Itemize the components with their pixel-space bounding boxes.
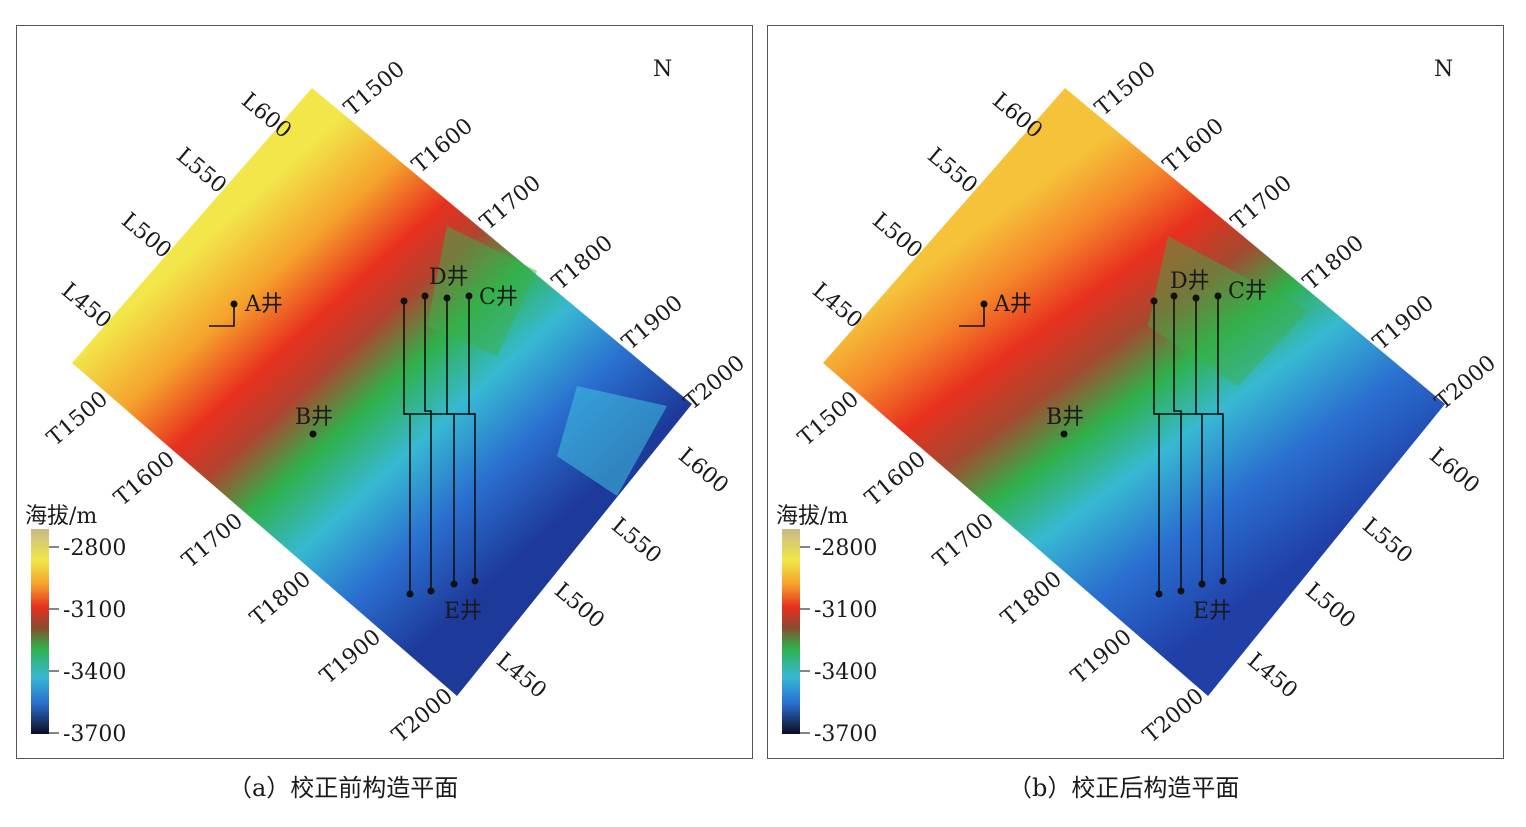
survey-label: T1500 bbox=[340, 57, 410, 122]
well-label-d: D井 bbox=[429, 265, 469, 290]
well-label-a: A井 bbox=[244, 292, 283, 317]
legend-label: -2800 bbox=[814, 536, 877, 561]
survey-label: L550 bbox=[922, 143, 981, 199]
survey-label: T1800 bbox=[548, 231, 618, 296]
well-label-a: A井 bbox=[993, 292, 1032, 317]
well-markers bbox=[230, 292, 479, 598]
well-label-b: B井 bbox=[1046, 405, 1084, 430]
legend-labels: -2800 -3100 -3400 -3700 bbox=[814, 536, 877, 747]
well-label-c: C井 bbox=[1228, 279, 1267, 304]
survey-label: T1800 bbox=[997, 567, 1067, 632]
north-label: N bbox=[1434, 57, 1453, 82]
survey-label: L450 bbox=[491, 648, 550, 704]
survey-label: L450 bbox=[1242, 648, 1301, 704]
legend-label: -3700 bbox=[814, 722, 877, 747]
legend-color-bar bbox=[31, 529, 49, 734]
legend-ticks bbox=[800, 546, 810, 734]
survey-label: T1500 bbox=[43, 387, 113, 452]
survey-label: T1500 bbox=[794, 387, 864, 452]
survey-label: L500 bbox=[1300, 578, 1359, 634]
legend-labels: -2800 -3100 -3400 -3700 bbox=[63, 536, 126, 747]
survey-label: T2000 bbox=[1139, 684, 1209, 749]
well-labels: A井 B井 C井 D井 E井 bbox=[244, 265, 518, 624]
well-labels: A井 B井 C井 D井 E井 bbox=[993, 269, 1267, 624]
caption-a: （a）校正前构造平面 bbox=[228, 774, 459, 802]
well-markers bbox=[980, 292, 1227, 598]
survey-label: T1900 bbox=[1369, 291, 1439, 356]
survey-label: T1600 bbox=[1159, 114, 1229, 179]
survey-label: T1800 bbox=[1299, 231, 1369, 296]
survey-label: L600 bbox=[1424, 443, 1483, 499]
elevation-surface bbox=[72, 88, 692, 696]
survey-label: T1500 bbox=[1091, 57, 1161, 122]
north-label: N bbox=[653, 57, 672, 82]
well-label-d: D井 bbox=[1170, 269, 1210, 294]
legend-title: 海拔/m bbox=[25, 504, 97, 529]
survey-label: T2000 bbox=[388, 684, 458, 749]
legend-label: -3100 bbox=[814, 598, 877, 623]
survey-label: T1600 bbox=[408, 114, 478, 179]
cyan-patch bbox=[557, 386, 667, 496]
panel-a: N L600 L550 L500 L450 T1500 T1600 T1700 … bbox=[16, 25, 753, 759]
survey-label: T1800 bbox=[246, 567, 316, 632]
legend-ticks bbox=[49, 546, 59, 734]
legend-label: -3400 bbox=[63, 660, 126, 685]
caption-b: （b）校正后构造平面 bbox=[1008, 774, 1240, 802]
well-trajectories bbox=[959, 296, 1224, 594]
legend-label: -2800 bbox=[63, 536, 126, 561]
survey-label: T1900 bbox=[316, 625, 386, 690]
legend-label: -3700 bbox=[63, 722, 126, 747]
survey-label: L550 bbox=[171, 143, 230, 199]
structure-map-b: N L600 L550 L500 L450 T1500 T1600 T1700 … bbox=[776, 57, 1501, 749]
legend-label: -3400 bbox=[814, 660, 877, 685]
green-lobe bbox=[427, 226, 537, 356]
survey-label: T2000 bbox=[680, 351, 750, 416]
legend-title: 海拔/m bbox=[776, 504, 848, 529]
legend-label: -3100 bbox=[63, 598, 126, 623]
survey-label: T1700 bbox=[1227, 171, 1297, 236]
survey-label: T1600 bbox=[110, 447, 180, 512]
survey-label: T1900 bbox=[1067, 625, 1137, 690]
well-label-e: E井 bbox=[444, 599, 482, 624]
survey-label: T1900 bbox=[618, 291, 688, 356]
survey-label: T1700 bbox=[178, 509, 248, 574]
survey-label: L550 bbox=[606, 513, 665, 569]
survey-label: T1700 bbox=[929, 509, 999, 574]
survey-label: L550 bbox=[1357, 513, 1416, 569]
well-label-b: B井 bbox=[295, 405, 333, 430]
well-trajectories bbox=[209, 296, 476, 594]
survey-label: L500 bbox=[549, 578, 608, 634]
well-label-e: E井 bbox=[1193, 599, 1231, 624]
elevation-surface bbox=[823, 88, 1445, 696]
structure-map-a: N L600 L550 L500 L450 T1500 T1600 T1700 … bbox=[25, 57, 750, 749]
legend-color-bar bbox=[782, 529, 800, 734]
survey-label: L600 bbox=[673, 443, 732, 499]
survey-label: T1700 bbox=[476, 171, 546, 236]
panel-b: N L600 L550 L500 L450 T1500 T1600 T1700 … bbox=[767, 25, 1504, 759]
green-band bbox=[1148, 236, 1308, 386]
survey-label: T1600 bbox=[861, 447, 931, 512]
survey-label: T2000 bbox=[1431, 351, 1501, 416]
well-label-c: C井 bbox=[479, 285, 518, 310]
